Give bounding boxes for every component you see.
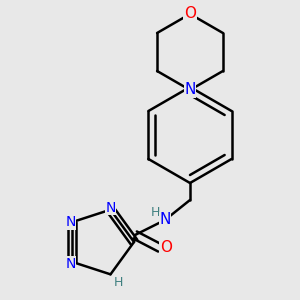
Text: H: H <box>150 206 160 218</box>
Text: N: N <box>65 215 76 229</box>
Text: O: O <box>184 7 196 22</box>
Text: N: N <box>65 257 76 271</box>
Text: N: N <box>184 82 196 98</box>
Text: N: N <box>105 201 116 215</box>
Text: H: H <box>114 276 123 289</box>
Text: N: N <box>159 212 171 227</box>
Text: O: O <box>160 241 172 256</box>
